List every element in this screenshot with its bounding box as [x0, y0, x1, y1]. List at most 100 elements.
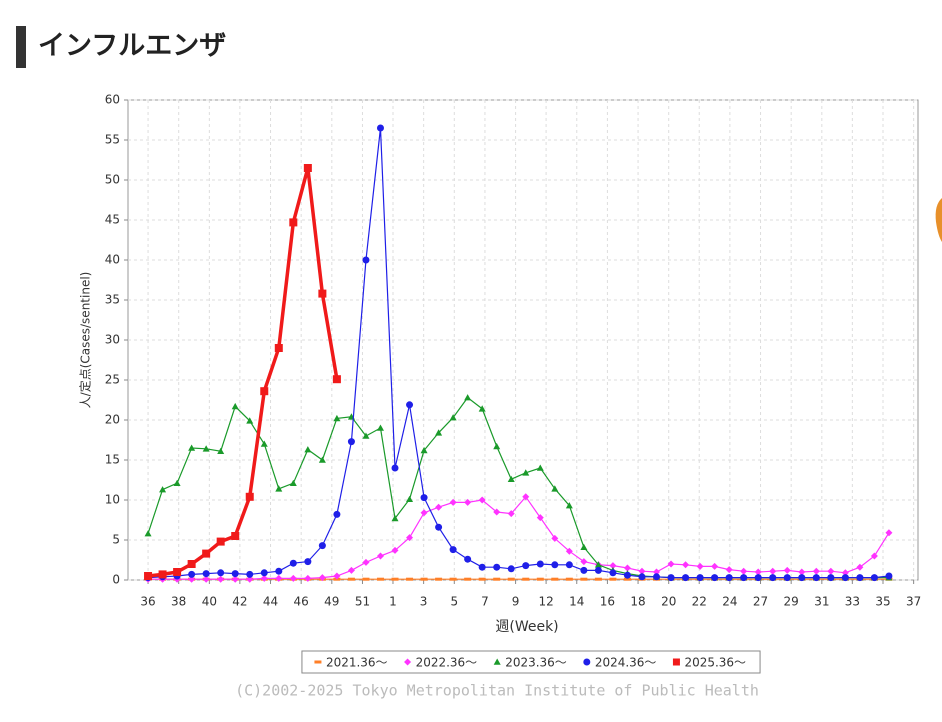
- marker: [246, 575, 254, 583]
- marker: [672, 658, 680, 666]
- marker: [173, 479, 181, 486]
- x-tick-label: 7: [481, 595, 489, 609]
- legend-label: 2022.36～: [416, 656, 478, 670]
- marker: [260, 440, 268, 447]
- y-tick-label: 40: [105, 253, 120, 267]
- marker: [594, 561, 602, 568]
- marker: [333, 510, 341, 518]
- marker: [449, 498, 457, 506]
- marker: [870, 552, 878, 560]
- marker: [580, 543, 588, 550]
- x-tick-label: 24: [722, 595, 737, 609]
- x-tick-label: 42: [232, 595, 247, 609]
- marker: [173, 568, 182, 576]
- marker: [347, 566, 355, 574]
- marker: [740, 574, 748, 582]
- marker: [478, 577, 486, 581]
- marker: [653, 573, 661, 581]
- marker: [493, 577, 501, 581]
- marker: [464, 577, 472, 581]
- marker: [188, 575, 196, 583]
- marker: [318, 456, 326, 463]
- marker: [333, 572, 341, 580]
- y-tick-label: 30: [105, 333, 120, 347]
- x-tick-label: 12: [538, 595, 553, 609]
- marker: [144, 530, 152, 537]
- marker: [769, 567, 777, 575]
- marker: [536, 560, 544, 568]
- marker: [289, 479, 297, 486]
- page-title: インフルエンザ: [38, 31, 226, 62]
- marker: [391, 514, 399, 522]
- x-tick-label: 22: [692, 595, 707, 609]
- marker: [885, 572, 893, 580]
- marker: [754, 568, 762, 576]
- marker: [202, 445, 210, 452]
- marker: [435, 523, 443, 531]
- marker: [841, 574, 849, 582]
- title-bar: [16, 26, 26, 68]
- y-tick-label: 10: [105, 493, 120, 507]
- marker: [464, 555, 472, 563]
- series-line: [148, 495, 890, 580]
- marker: [551, 561, 559, 569]
- marker: [449, 577, 457, 581]
- marker: [536, 577, 544, 581]
- marker: [725, 566, 733, 574]
- x-tick-label: 18: [630, 595, 645, 609]
- marker: [725, 574, 733, 582]
- marker: [696, 562, 704, 570]
- marker: [158, 570, 167, 579]
- marker: [318, 542, 326, 550]
- marker: [667, 574, 675, 582]
- marker: [711, 574, 719, 582]
- marker: [333, 414, 341, 422]
- marker: [449, 414, 457, 421]
- marker: [783, 566, 791, 574]
- legend-label: 2021.36～: [326, 656, 388, 670]
- legend: 2021.36～ 2022.36～ 2023.36～ 2024.36～ 2025.36～: [301, 650, 761, 674]
- marker: [303, 164, 312, 172]
- marker: [420, 509, 428, 517]
- marker: [376, 552, 384, 560]
- marker: [623, 577, 631, 581]
- marker: [841, 569, 849, 577]
- marker: [754, 574, 762, 582]
- marker: [304, 574, 312, 582]
- marker: [638, 567, 646, 575]
- marker: [551, 534, 559, 542]
- marker: [870, 574, 878, 582]
- marker: [202, 570, 210, 578]
- marker: [551, 577, 559, 581]
- y-tick-label: 35: [105, 293, 120, 307]
- marker: [623, 571, 631, 579]
- marker: [623, 564, 631, 572]
- x-tick-label: 40: [202, 595, 217, 609]
- marker: [522, 562, 530, 570]
- marker: [231, 570, 239, 578]
- marker: [275, 574, 283, 582]
- x-tick-label: 36: [140, 595, 155, 609]
- marker: [449, 546, 457, 554]
- marker: [583, 658, 591, 666]
- marker: [565, 561, 573, 569]
- marker: [711, 562, 719, 570]
- marker: [827, 567, 835, 575]
- marker: [246, 417, 254, 424]
- marker: [696, 574, 704, 582]
- marker: [217, 447, 225, 454]
- marker: [783, 574, 791, 582]
- marker: [289, 559, 297, 567]
- marker: [522, 577, 530, 581]
- x-tick-label: 9: [512, 595, 520, 609]
- legend-box: [301, 650, 761, 674]
- legend-label: 2023.36～: [505, 656, 567, 670]
- copyright: (C)2002-2025 Tokyo Metropolitan Institut…: [235, 682, 759, 700]
- y-tick-label: 0: [112, 573, 120, 587]
- marker: [740, 567, 748, 575]
- marker: [406, 401, 414, 409]
- marker: [144, 572, 153, 580]
